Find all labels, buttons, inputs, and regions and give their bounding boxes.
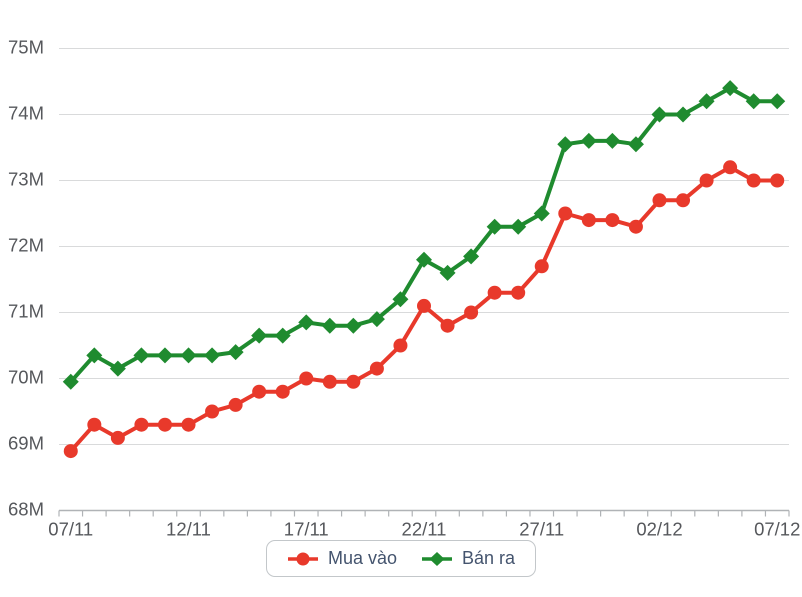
y-axis-label: 75M xyxy=(8,36,44,57)
data-point[interactable]: 11/11: 69.3M xyxy=(157,417,172,432)
data-point[interactable]: 19/11: 69.95M xyxy=(346,374,361,389)
data-point[interactable]: 13/11: 69.5M xyxy=(205,404,220,419)
legend-label-buy: Mua vào xyxy=(327,548,397,568)
y-axis-label: 73M xyxy=(8,168,44,189)
data-point[interactable]: 02/12: 74M xyxy=(651,106,668,123)
x-axis-label: 07/12 xyxy=(754,519,800,540)
y-axis-label: 69M xyxy=(8,432,44,453)
x-axis-label: 17/11 xyxy=(284,519,329,540)
data-point[interactable]: 27/11: 72.5M xyxy=(533,205,550,222)
x-axis-label: 02/12 xyxy=(636,519,682,540)
x-axis-label: 07/11 xyxy=(48,519,93,540)
y-axis-label: 68M xyxy=(8,498,44,519)
data-point[interactable]: 04/12: 74.2M xyxy=(698,93,715,110)
data-point[interactable]: 03/12: 74M xyxy=(675,106,692,123)
data-point[interactable]: 17/11: 70M xyxy=(299,371,314,386)
legend-item-buy[interactable]: Mua vào xyxy=(287,548,397,569)
data-point[interactable]: 01/12: 72.3M xyxy=(628,219,643,234)
data-point[interactable]: 07/11: 68.9M xyxy=(63,444,78,459)
data-point[interactable]: 30/11: 72.4M xyxy=(605,213,620,228)
data-point[interactable]: 18/11: 69.95M xyxy=(322,374,337,389)
data-point[interactable]: 29/11: 73.6M xyxy=(580,132,597,149)
data-point[interactable]: 11/11: 70.35M xyxy=(156,347,173,364)
data-point[interactable]: 14/11: 69.6M xyxy=(228,397,243,412)
data-point[interactable]: 05/12: 73.2M xyxy=(723,160,738,175)
data-point[interactable]: 06/12: 73M xyxy=(746,173,761,188)
data-point[interactable]: 14/11: 70.4M xyxy=(227,344,244,361)
data-point[interactable]: 12/11: 70.35M xyxy=(180,347,197,364)
data-point[interactable]: 21/11: 70.5M xyxy=(393,338,408,353)
y-axis-label: 74M xyxy=(8,102,44,123)
data-point[interactable]: 26/11: 72.3M xyxy=(510,218,527,235)
data-point[interactable]: 12/11: 69.3M xyxy=(181,417,196,432)
data-point[interactable]: 10/11: 70.35M xyxy=(133,347,150,364)
data-point[interactable]: 10/11: 69.3M xyxy=(134,417,149,432)
legend-box: Mua vào Bán ra xyxy=(265,540,537,577)
data-point[interactable]: 30/11: 73.6M xyxy=(604,132,621,149)
data-point[interactable]: 21/11: 71.2M xyxy=(392,291,409,308)
data-point[interactable]: 28/11: 73.55M xyxy=(557,136,574,153)
data-point[interactable]: 03/12: 72.7M xyxy=(676,193,691,208)
data-point[interactable]: 02/12: 72.7M xyxy=(652,193,667,208)
chart-legend: Mua vào Bán ra xyxy=(0,540,802,577)
buy-series-marker-icon xyxy=(287,552,318,565)
data-point[interactable]: 24/11: 71.85M xyxy=(463,248,480,265)
y-axis-label: 71M xyxy=(8,300,44,321)
x-axis-label: 22/11 xyxy=(402,519,447,540)
data-point[interactable]: 26/11: 71.3M xyxy=(511,285,526,300)
data-point[interactable]: 22/11: 71.8M xyxy=(416,251,432,268)
data-point[interactable]: 08/11: 70.35M xyxy=(86,347,103,364)
data-point[interactable]: 24/11: 71M xyxy=(464,305,479,320)
data-point[interactable]: 15/11: 69.8M xyxy=(252,384,267,399)
data-point[interactable]: 07/12: 73M xyxy=(770,173,785,188)
data-point[interactable]: 20/11: 70.9M xyxy=(368,311,385,328)
data-point[interactable]: 19/11: 70.8M xyxy=(345,317,362,334)
series-line-1 xyxy=(68,86,780,384)
data-point[interactable]: 07/11: 69.95M xyxy=(62,373,79,390)
data-point[interactable]: 06/12: 74.2M xyxy=(745,93,762,110)
data-point[interactable]: 23/11: 70.8M xyxy=(440,318,455,333)
data-point[interactable]: 09/11: 70.15M xyxy=(109,360,126,377)
x-axis-label: 27/11 xyxy=(519,519,564,540)
y-axis-label: 72M xyxy=(8,234,44,255)
data-point[interactable]: 28/11: 72.5M xyxy=(558,206,573,221)
data-point[interactable]: 13/11: 70.35M xyxy=(204,347,221,364)
data-point[interactable]: 25/11: 71.3M xyxy=(487,285,502,300)
data-point[interactable]: 05/12: 74.4M xyxy=(722,80,739,97)
sell-series-marker-icon xyxy=(422,551,452,566)
data-point[interactable]: 09/11: 69.1M xyxy=(110,430,125,445)
data-point[interactable]: 04/12: 73M xyxy=(699,173,714,188)
legend-item-sell[interactable]: Bán ra xyxy=(421,548,515,569)
legend-label-sell: Bán ra xyxy=(462,548,516,568)
data-point[interactable]: 07/12: 74.2M xyxy=(769,93,786,110)
data-point[interactable]: 18/11: 70.8M xyxy=(321,317,338,334)
gold-price-chart: 75M 74M 73M 72M 71M 70M 69M 68M 07/11 12/11 17/11 2… xyxy=(8,36,800,540)
data-point[interactable]: 29/11: 72.4M xyxy=(581,213,596,228)
data-point[interactable]: 16/11: 69.8M xyxy=(275,384,290,399)
data-point[interactable]: 08/11: 69.3M xyxy=(87,417,102,432)
data-point[interactable]: 16/11: 70.65M xyxy=(274,327,291,344)
y-axis-label: 70M xyxy=(8,366,44,387)
data-point[interactable]: 25/11: 72.3M xyxy=(486,218,503,235)
data-point[interactable]: 22/11: 71.1M xyxy=(417,298,431,313)
data-point[interactable]: 01/12: 73.55M xyxy=(627,136,644,153)
data-point[interactable]: 17/11: 70.85M xyxy=(298,314,315,331)
data-point[interactable]: 23/11: 71.6M xyxy=(439,264,456,281)
data-point[interactable]: 15/11: 70.65M xyxy=(251,327,268,344)
data-point[interactable]: 27/11: 71.7M xyxy=(534,259,549,274)
x-axis-label: 12/11 xyxy=(166,519,211,540)
data-point[interactable]: 20/11: 70.15M xyxy=(369,361,384,376)
